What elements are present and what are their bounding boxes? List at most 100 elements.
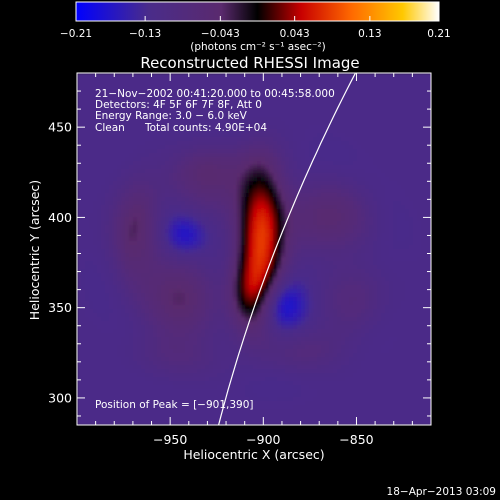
heatmap-cell bbox=[361, 137, 366, 142]
heatmap-cell bbox=[189, 137, 194, 142]
heatmap-cell bbox=[245, 85, 250, 90]
heatmap-cell bbox=[161, 89, 166, 94]
heatmap-cell bbox=[205, 273, 210, 278]
heatmap-cell bbox=[421, 109, 426, 114]
heatmap-cell bbox=[77, 109, 82, 114]
heatmap-cell bbox=[105, 205, 110, 210]
heatmap-cell bbox=[345, 249, 350, 254]
heatmap-cell bbox=[289, 157, 294, 162]
heatmap-cell bbox=[385, 169, 390, 174]
heatmap-cell bbox=[269, 121, 274, 126]
heatmap-cell bbox=[85, 97, 90, 102]
heatmap-cell bbox=[381, 189, 386, 194]
heatmap-cell bbox=[397, 277, 402, 282]
heatmap-cell bbox=[277, 81, 282, 86]
heatmap-cell bbox=[217, 129, 222, 134]
heatmap-cell bbox=[125, 161, 130, 166]
heatmap-cell bbox=[81, 145, 86, 150]
heatmap-cell bbox=[377, 285, 382, 290]
heatmap-cell bbox=[417, 113, 422, 118]
heatmap-cell bbox=[337, 209, 342, 214]
heatmap-cell bbox=[385, 281, 390, 286]
heatmap-cell bbox=[285, 121, 290, 126]
heatmap-cell bbox=[177, 165, 182, 170]
heatmap-cell bbox=[237, 153, 242, 158]
heatmap-cell bbox=[137, 117, 142, 122]
heatmap-cell bbox=[277, 257, 282, 262]
heatmap-cell bbox=[245, 93, 250, 98]
heatmap-cell bbox=[229, 281, 234, 286]
heatmap-cell bbox=[225, 141, 230, 146]
heatmap-cell bbox=[141, 85, 146, 90]
heatmap-cell bbox=[233, 177, 238, 182]
heatmap-cell bbox=[89, 177, 94, 182]
heatmap-cell bbox=[85, 173, 90, 178]
heatmap-cell bbox=[309, 137, 314, 142]
heatmap-cell bbox=[81, 269, 86, 274]
heatmap-cell bbox=[161, 245, 166, 250]
heatmap-cell bbox=[389, 157, 394, 162]
heatmap-cell bbox=[293, 133, 298, 138]
heatmap-cell bbox=[377, 89, 382, 94]
heatmap-cell bbox=[181, 229, 186, 234]
heatmap-cell bbox=[241, 177, 246, 182]
heatmap-cell bbox=[221, 101, 226, 106]
heatmap-cell bbox=[201, 253, 206, 258]
heatmap-cell bbox=[161, 261, 166, 266]
heatmap-cell bbox=[197, 201, 202, 206]
heatmap-cell bbox=[181, 149, 186, 154]
heatmap-cell bbox=[169, 77, 174, 82]
heatmap-cell bbox=[381, 269, 386, 274]
heatmap-cell bbox=[337, 165, 342, 170]
heatmap-cell bbox=[381, 85, 386, 90]
heatmap-cell bbox=[425, 137, 430, 142]
heatmap-cell bbox=[273, 269, 278, 274]
heatmap-cell bbox=[229, 121, 234, 126]
heatmap-cell bbox=[121, 273, 126, 278]
heatmap-cell bbox=[357, 193, 362, 198]
heatmap-cell bbox=[145, 125, 150, 130]
heatmap-cell bbox=[257, 81, 262, 86]
heatmap-cell bbox=[77, 293, 82, 298]
heatmap-cell bbox=[397, 137, 402, 142]
heatmap-cell bbox=[245, 293, 250, 298]
heatmap-cell bbox=[317, 265, 322, 270]
heatmap-cell bbox=[133, 193, 138, 198]
heatmap-cell bbox=[345, 257, 350, 262]
heatmap-cell bbox=[193, 137, 198, 142]
heatmap-cell bbox=[77, 137, 82, 142]
heatmap-cell bbox=[213, 161, 218, 166]
heatmap-cell bbox=[233, 241, 238, 246]
heatmap-cell bbox=[173, 225, 178, 230]
heatmap-cell bbox=[221, 237, 226, 242]
heatmap-cell bbox=[233, 101, 238, 106]
heatmap-cell bbox=[269, 265, 274, 270]
heatmap-cell bbox=[149, 245, 154, 250]
heatmap-cell bbox=[245, 285, 250, 290]
heatmap-cell bbox=[197, 173, 202, 178]
heatmap-cell bbox=[265, 161, 270, 166]
heatmap-cell bbox=[309, 273, 314, 278]
heatmap-cell bbox=[201, 121, 206, 126]
heatmap-cell bbox=[153, 225, 158, 230]
heatmap-cell bbox=[313, 237, 318, 242]
heatmap-cell bbox=[277, 117, 282, 122]
heatmap-cell bbox=[397, 269, 402, 274]
heatmap-cell bbox=[249, 73, 254, 78]
heatmap-cell bbox=[157, 77, 162, 82]
heatmap-cell bbox=[253, 277, 258, 282]
heatmap-cell bbox=[293, 161, 298, 166]
heatmap-cell bbox=[397, 293, 402, 298]
heatmap-cell bbox=[133, 133, 138, 138]
colorbar: −0.21 −0.13 −0.043 0.043 0.13 0.21 (photons c… bbox=[60, 1, 451, 53]
heatmap-cell bbox=[213, 257, 218, 262]
heatmap-cell bbox=[101, 85, 106, 90]
heatmap-cell bbox=[145, 225, 150, 230]
heatmap-cell bbox=[309, 157, 314, 162]
heatmap-cell bbox=[141, 173, 146, 178]
heatmap-cell bbox=[389, 225, 394, 230]
heatmap-cell bbox=[405, 125, 410, 130]
heatmap-cell bbox=[429, 149, 431, 154]
heatmap-cell bbox=[305, 97, 310, 102]
heatmap-cell bbox=[305, 253, 310, 258]
